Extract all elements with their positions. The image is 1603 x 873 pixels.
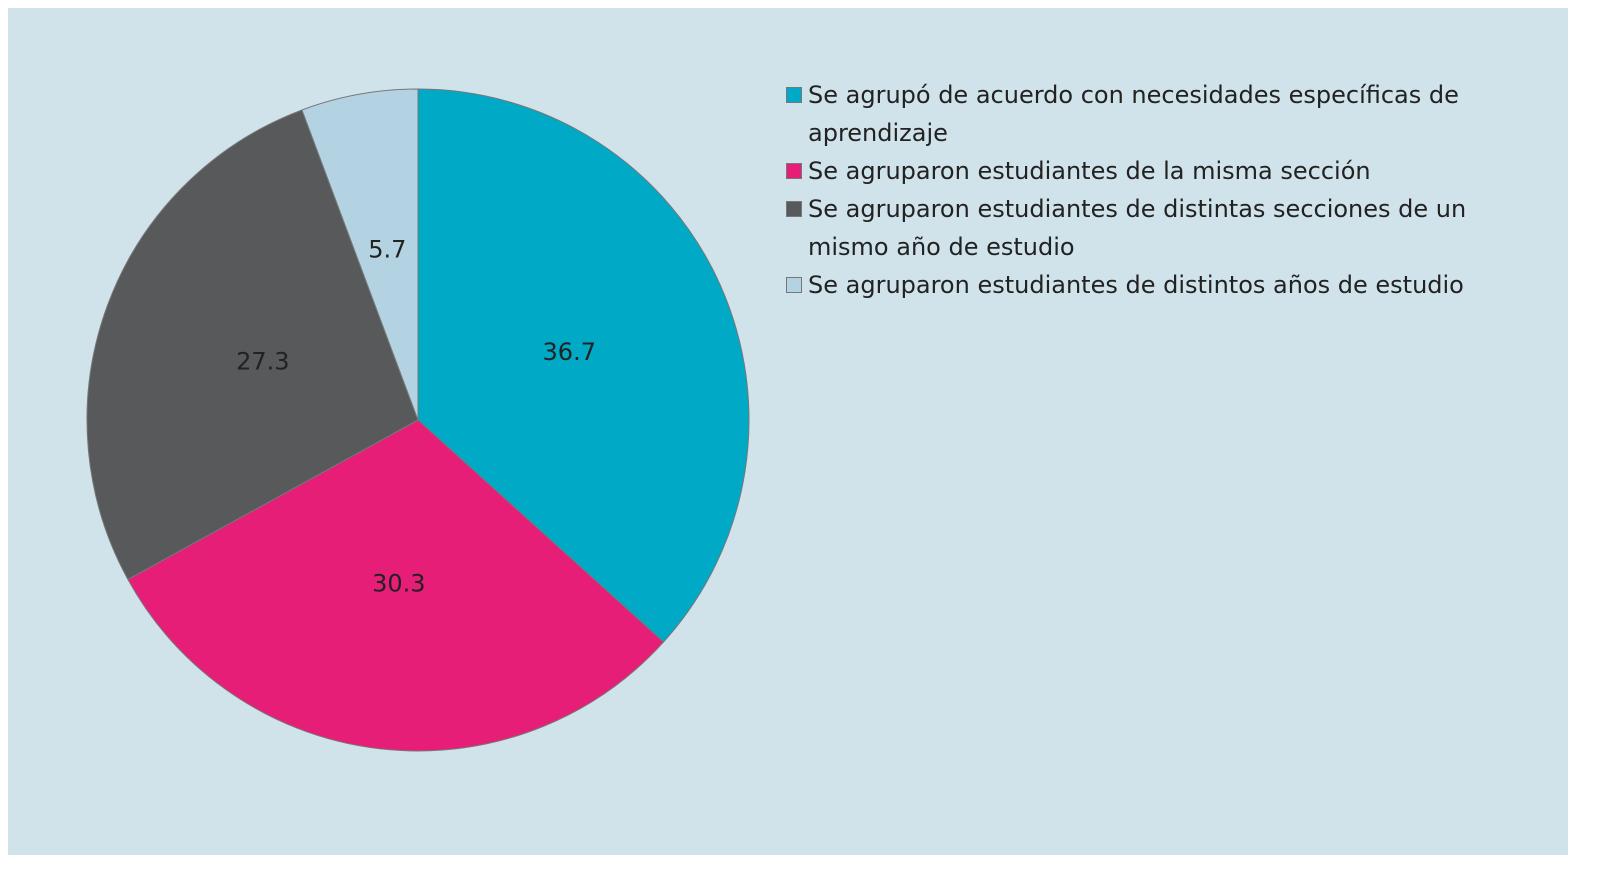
legend-swatch — [786, 87, 802, 103]
legend-item: Se agrupó de acuerdo con necesidades esp… — [786, 76, 1506, 152]
data-label: 30.3 — [372, 569, 425, 597]
legend-item: Se agruparon estudiantes de distintos añ… — [786, 266, 1506, 304]
legend-label: Se agruparon estudiantes de distintos añ… — [808, 271, 1464, 299]
legend-label: Se agruparon estudiantes de la misma sec… — [808, 157, 1371, 185]
legend-label: Se agruparon estudiantes de distintas se… — [808, 195, 1467, 261]
legend-label: Se agrupó de acuerdo con necesidades esp… — [808, 81, 1459, 147]
legend-item: Se agruparon estudiantes de la misma sec… — [786, 152, 1506, 190]
legend-item: Se agruparon estudiantes de distintas se… — [786, 190, 1506, 266]
pie-slice — [301, 88, 419, 421]
pie-slice — [417, 88, 750, 643]
legend-swatch — [786, 277, 802, 293]
data-label: 27.3 — [236, 347, 289, 375]
legend-swatch — [786, 163, 802, 179]
data-label: 5.7 — [368, 236, 406, 264]
legend: Se agrupó de acuerdo con necesidades esp… — [786, 76, 1506, 304]
data-label: 36.7 — [543, 338, 596, 366]
legend-swatch — [786, 201, 802, 217]
pie-slice — [127, 419, 665, 752]
pie-slice — [86, 109, 419, 581]
